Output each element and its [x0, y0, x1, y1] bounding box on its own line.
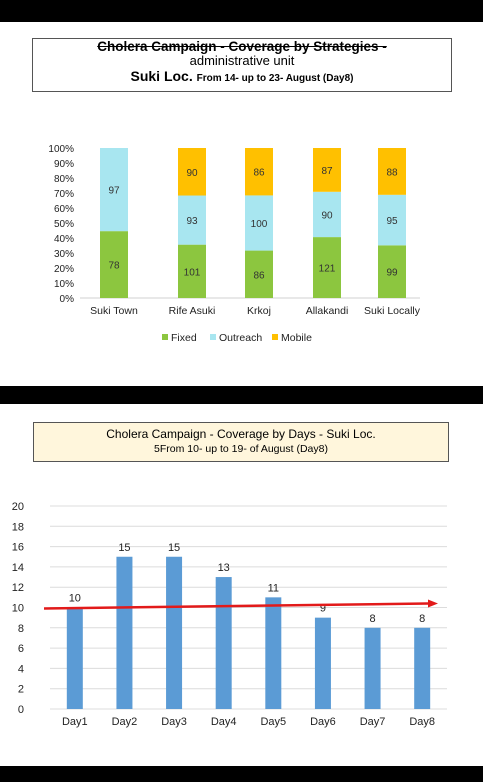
- chart2-title-box: Cholera Campaign - Coverage by Days - Su…: [33, 422, 449, 462]
- chart1-title-line2: administrative unit: [189, 53, 295, 68]
- chart1-title-line3: Suki Loc. From 14- up to 23- August (Day…: [33, 67, 451, 88]
- chart2-title-line1: Cholera Campaign - Coverage by Days - Su…: [106, 427, 376, 441]
- top-black-bar: [0, 0, 483, 22]
- chart1-title-box: Cholera Campaign - Coverage by Strategie…: [32, 38, 452, 92]
- chart1-title-location: Suki Loc.: [130, 68, 193, 84]
- chart2-title-date-range: 5From 10- up to 19- of August: [154, 443, 294, 455]
- chart1-title-date-range: From 14- up to 23- August (Day8): [196, 73, 354, 84]
- middle-black-bar: [0, 386, 483, 404]
- chart2-title-line2: 5From 10- up to 19- of August (Day8): [34, 442, 448, 456]
- bottom-black-bar: [0, 766, 483, 782]
- chart2-title-day: (Day8): [296, 443, 328, 455]
- chart1-title-line1: Cholera Campaign - Coverage by Strategie…: [97, 39, 387, 54]
